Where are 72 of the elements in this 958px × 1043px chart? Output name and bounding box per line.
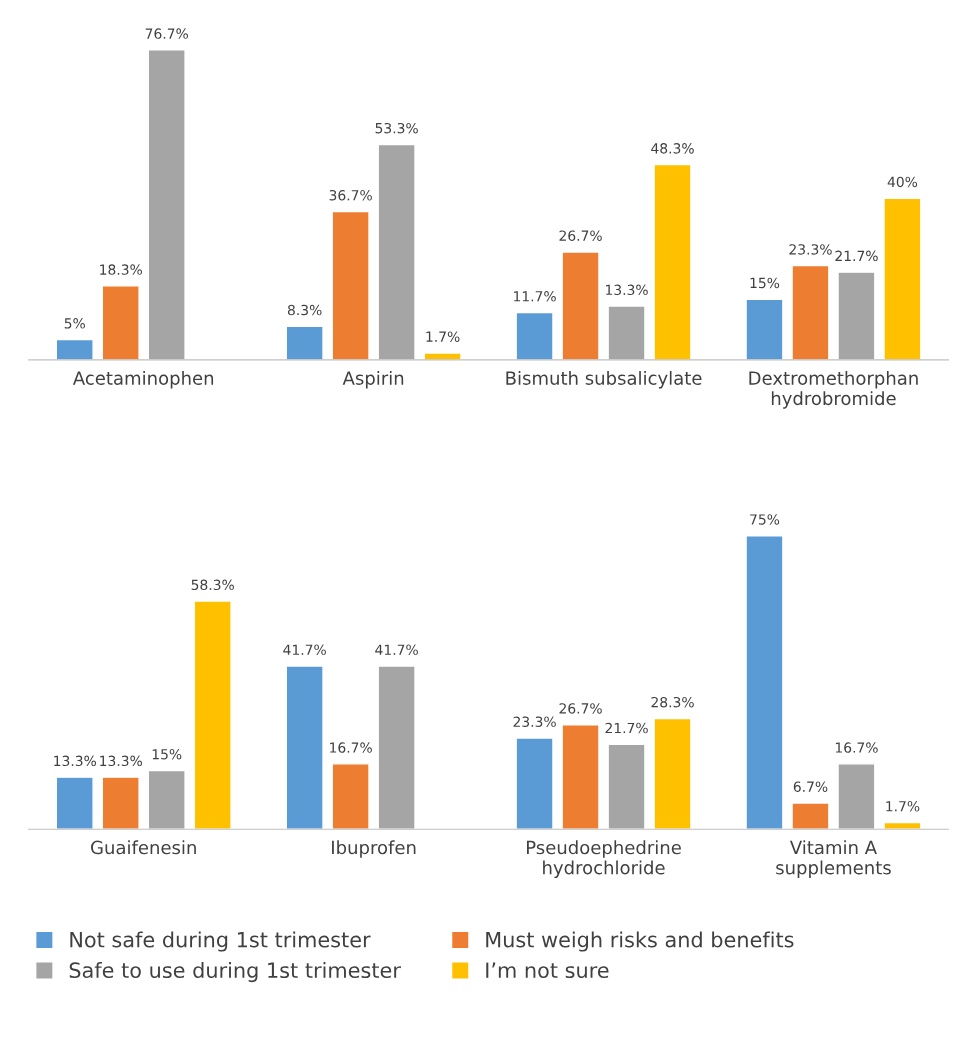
- x-tick-label: Dextromethorphan hydrobromide: [749, 370, 918, 409]
- data-label: 1.7%: [426, 331, 460, 342]
- bar: [515, 311, 554, 360]
- data-label: 6.7%: [793, 781, 828, 792]
- bar: [101, 776, 140, 830]
- legend-label: I’m not sure: [486, 962, 609, 979]
- data-label: 58.3%: [191, 579, 234, 591]
- bar: [377, 665, 416, 830]
- bar: [331, 763, 370, 830]
- data-label: 15%: [750, 277, 780, 289]
- data-label: 48.3%: [651, 143, 694, 154]
- data-label: 76.7%: [145, 28, 188, 39]
- bar: [285, 325, 324, 360]
- data-label: 13.3%: [606, 284, 648, 296]
- data-label: 53.3%: [375, 122, 418, 134]
- data-label: 21.7%: [835, 250, 878, 262]
- bar: [653, 717, 692, 830]
- data-label: 40%: [887, 176, 918, 188]
- data-label: 13.3%: [100, 755, 142, 767]
- data-label: 26.7%: [559, 703, 602, 714]
- bar: [377, 143, 416, 360]
- x-tick-label: Vitamin A supplements: [776, 840, 891, 878]
- legend-label: Must weigh risks and benefits: [486, 931, 794, 952]
- bar: [285, 665, 324, 830]
- data-label: 41.7%: [283, 644, 326, 655]
- data-label: 23.3%: [513, 716, 556, 727]
- data-label: 11.7%: [514, 291, 556, 302]
- bar: [561, 251, 600, 360]
- bar: [791, 264, 830, 360]
- bar: [837, 763, 876, 830]
- data-label: 28.3%: [651, 696, 694, 708]
- bar: [883, 197, 922, 360]
- bar: [653, 163, 692, 360]
- bar: [101, 285, 140, 360]
- data-label: 41.7%: [375, 644, 418, 655]
- data-label: 16.7%: [330, 742, 372, 753]
- bar: [147, 769, 186, 830]
- bar: [147, 49, 186, 360]
- data-label: 18.3%: [100, 264, 142, 275]
- data-label: 21.7%: [605, 722, 648, 734]
- x-tick-label: Aspirin: [342, 370, 404, 389]
- bar: [423, 352, 462, 360]
- bar: [55, 338, 94, 360]
- legend-label: Safe to use during 1st trimester: [69, 961, 401, 983]
- x-tick-label: Bismuth subsalicylate: [506, 370, 702, 389]
- data-label: 15%: [152, 748, 182, 760]
- bar: [561, 724, 600, 830]
- x-tick-label: Acetaminophen: [72, 370, 214, 389]
- data-label: 1.7%: [886, 801, 920, 812]
- data-label: 16.7%: [835, 742, 878, 753]
- data-label: 36.7%: [329, 190, 372, 201]
- bar: [745, 298, 784, 360]
- bar: [193, 600, 232, 830]
- data-label: 23.3%: [789, 244, 832, 255]
- bar: [791, 802, 830, 830]
- bar: [607, 743, 646, 830]
- data-label: 8.3%: [287, 304, 322, 316]
- data-label: 13.3%: [54, 755, 97, 767]
- data-label: 75%: [750, 514, 780, 525]
- legend-label: Not safe during 1st trimester: [70, 931, 371, 952]
- data-label: 26.7%: [559, 230, 602, 241]
- x-tick-label: Pseudoephedrine hydrochloride: [527, 840, 681, 878]
- bar: [515, 737, 554, 830]
- x-tick-label: Guaifenesin: [91, 840, 196, 855]
- bar: [55, 776, 94, 830]
- bar: [745, 535, 784, 830]
- x-tick-label: Ibuprofen: [332, 840, 416, 858]
- bar: [331, 210, 370, 360]
- bar: [607, 305, 646, 360]
- bar: [837, 271, 876, 360]
- bar: [883, 821, 922, 830]
- data-label: 5%: [64, 318, 85, 329]
